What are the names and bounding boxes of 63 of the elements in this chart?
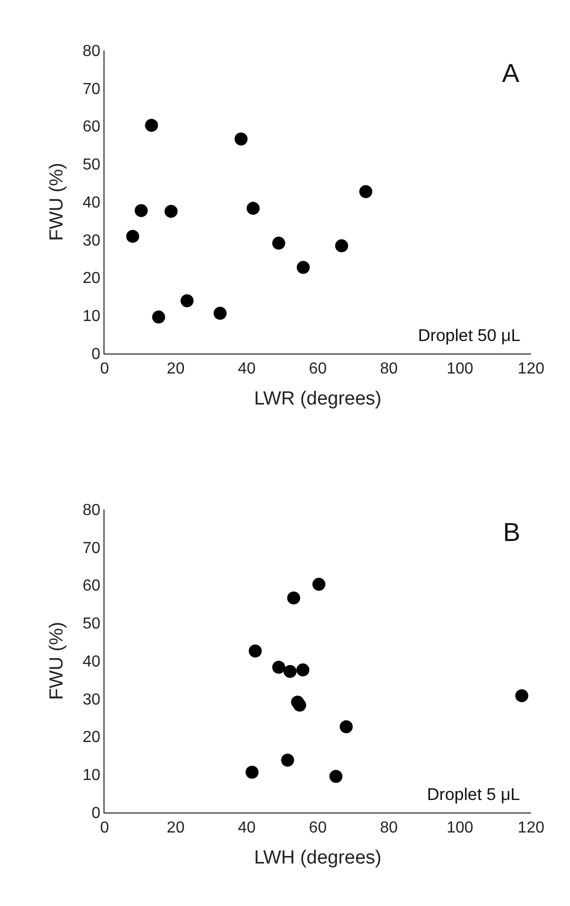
y-axis-title: FWU (%) — [46, 622, 68, 700]
x-tick-label: 80 — [380, 360, 398, 378]
y-tick-label: 50 — [82, 156, 101, 174]
x-tick-label: 40 — [238, 820, 256, 837]
x-axis-title: LWR (degrees) — [254, 388, 382, 410]
point — [126, 230, 140, 243]
annotation: A — [502, 58, 520, 88]
point — [164, 204, 178, 218]
point — [180, 294, 194, 308]
y-tick-label: 20 — [82, 270, 101, 288]
point — [134, 204, 148, 218]
y-tick-label: 0 — [92, 804, 101, 822]
y-tick-label: 60 — [82, 118, 101, 136]
y-tick-label: 50 — [82, 616, 101, 633]
point — [287, 591, 300, 604]
x-tick-label: 100 — [446, 360, 474, 378]
point — [248, 644, 262, 658]
y-tick-label: 60 — [82, 578, 101, 595]
y-tick-label: 80 — [82, 502, 101, 519]
point — [312, 578, 326, 591]
point — [281, 754, 294, 767]
x-tick-label: 20 — [166, 360, 185, 378]
point — [296, 260, 310, 274]
annotation: Droplet 5 μL — [427, 785, 520, 804]
annotation: B — [503, 517, 520, 547]
y-tick-label: 80 — [82, 42, 101, 60]
x-tick-label: 40 — [238, 360, 256, 378]
point — [214, 306, 227, 320]
point — [234, 132, 248, 146]
point — [152, 310, 166, 324]
y-tick-label: 30 — [82, 232, 101, 250]
y-axis-title: FWU (%) — [46, 162, 68, 241]
point — [293, 698, 306, 712]
point — [145, 118, 158, 132]
point — [246, 202, 260, 215]
point — [296, 663, 310, 676]
y-tick-label: 10 — [82, 767, 101, 784]
x-tick-label: 60 — [308, 360, 327, 378]
y-tick-label: 40 — [82, 653, 101, 670]
x-tick-label: 100 — [446, 820, 474, 837]
x-axis-title: LWH (degrees) — [254, 847, 382, 868]
x-tick-label: 120 — [518, 360, 544, 378]
point — [272, 660, 286, 674]
annotation: Droplet 50 μL — [418, 326, 520, 345]
x-tick-label: 60 — [308, 820, 327, 837]
y-tick-label: 30 — [82, 691, 101, 708]
y-tick-label: 40 — [82, 194, 101, 212]
y-tick-label: 70 — [82, 80, 101, 98]
point — [515, 689, 528, 702]
point — [272, 236, 286, 250]
x-tick-label: 80 — [380, 820, 398, 837]
y-tick-label: 10 — [82, 308, 101, 326]
y-tick-label: 0 — [92, 346, 101, 364]
point — [335, 239, 348, 252]
point — [246, 766, 259, 779]
point — [340, 720, 353, 734]
point — [284, 664, 297, 678]
y-tick-label: 20 — [82, 729, 101, 746]
x-tick-label: 120 — [518, 820, 544, 837]
y-tick-label: 70 — [82, 540, 101, 557]
x-tick-label: 20 — [166, 820, 185, 837]
point — [359, 185, 372, 198]
point — [329, 770, 342, 783]
